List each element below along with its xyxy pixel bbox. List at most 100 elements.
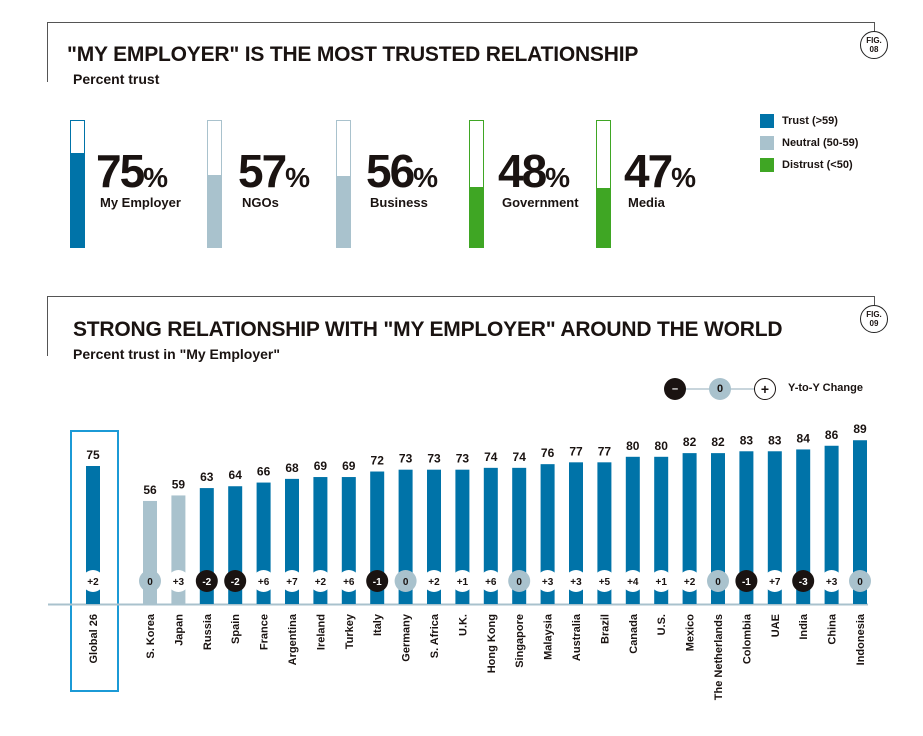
legend-label: Trust (>59) [782, 115, 838, 127]
gauge-value: 47% [624, 148, 696, 201]
fig09-badge: FIG. 09 [860, 305, 888, 333]
gauge-value-number: 57 [238, 145, 287, 197]
bar-value-label: 73 [399, 452, 413, 466]
bar-china [824, 445, 839, 604]
gauge-value-number: 47 [624, 145, 673, 197]
bar-brazil [597, 462, 612, 604]
yty-change-value: +2 [428, 577, 440, 588]
category-label: The Netherlands [713, 614, 725, 700]
fig08-title: "MY EMPLOYER" IS THE MOST TRUSTED RELATI… [67, 43, 639, 66]
bar-value-label: 80 [626, 439, 640, 453]
bar-value-label: 89 [853, 422, 867, 436]
category-label: Singapore [514, 614, 526, 668]
bar-value-label: 59 [172, 477, 186, 491]
yty-change-badge [536, 570, 559, 592]
legend-item-distrust: Distrust (<50) [760, 158, 853, 172]
fig09-frame-right [874, 296, 875, 306]
yty-change-value: -2 [231, 577, 240, 588]
fig08-frame-top [47, 22, 875, 23]
legend-label: Neutral (50-59) [782, 137, 859, 149]
yty-change-value: +3 [173, 577, 185, 588]
yty-change-badge [167, 570, 190, 592]
legend-swatch [760, 136, 774, 150]
category-label: China [827, 613, 839, 644]
legend-item-neutral: Neutral (50-59) [760, 136, 858, 150]
category-label: Indonesia [855, 613, 867, 665]
yty-change-badge [337, 570, 360, 592]
yty-change-value: -2 [202, 577, 211, 588]
category-label: Ireland [315, 614, 327, 650]
gauge-my-employer [70, 120, 85, 248]
yty-change-badge [423, 570, 445, 592]
yty-change-badge [139, 570, 161, 592]
fig09-frame-top [47, 296, 855, 297]
bar-value-label: 82 [711, 435, 725, 449]
category-label: S. Korea [145, 613, 157, 659]
category-label: Japan [173, 614, 185, 646]
category-label: Turkey [344, 613, 356, 649]
fig09-badge-label: FIG. [866, 310, 882, 319]
yty-change-badge [849, 570, 871, 592]
yty-zero-icon: 0 [709, 378, 731, 400]
bar-value-label: 72 [371, 454, 385, 468]
yty-change-value: +4 [627, 577, 639, 588]
gauge-value-number: 75 [96, 145, 145, 197]
yty-change-badge [593, 570, 616, 592]
fig09-title: STRONG RELATIONSHIP WITH "MY EMPLOYER" A… [73, 318, 783, 341]
bar-value-label: 73 [427, 452, 441, 466]
gauge-label: Business [370, 195, 428, 210]
bar-value-label: 69 [314, 459, 328, 473]
gauge-value: 56% [366, 148, 438, 201]
fig08-subtitle: Percent trust [73, 71, 160, 87]
yty-change-badge [621, 570, 644, 592]
gauge-fill [337, 176, 350, 247]
fig08-frame-right [874, 22, 875, 32]
category-label: Spain [230, 614, 242, 644]
yty-change-badge [820, 570, 843, 592]
bar-value-label: 77 [569, 444, 583, 458]
yty-change-badge [281, 570, 303, 592]
fig09-frame-left [47, 296, 48, 356]
bar-value-label: 86 [825, 428, 839, 442]
yty-change-value: +2 [87, 577, 99, 588]
gauge-value-percent: % [413, 162, 439, 193]
gauge-value: 48% [498, 148, 570, 201]
yty-minus-icon: – [664, 378, 686, 400]
category-label: UAE [770, 614, 782, 637]
yty-change-badge [394, 570, 417, 592]
bar-value-label: 82 [683, 435, 697, 449]
yty-change-value: -3 [799, 577, 808, 588]
gauge-fill [597, 187, 610, 247]
yty-change-badge [195, 570, 218, 592]
yty-change-value: +3 [826, 577, 838, 588]
yty-change-badge [479, 570, 502, 592]
legend-item-trust: Trust (>59) [760, 114, 838, 128]
yty-change-badge [707, 570, 729, 592]
fig08-badge-label: FIG. [866, 36, 882, 45]
bar-value-label: 80 [655, 439, 669, 453]
yty-change-badge [792, 570, 815, 592]
gauge-value-percent: % [671, 162, 697, 193]
gauge-label: Government [502, 195, 579, 210]
bar-value-label: 76 [541, 446, 555, 460]
yty-change-value: +7 [769, 577, 781, 588]
yty-change-badge [366, 570, 389, 592]
gauge-value: 75% [96, 148, 168, 201]
category-label: Germany [401, 613, 413, 662]
yty-change-value: +3 [570, 577, 582, 588]
yty-change-badge [224, 570, 247, 592]
bar-s-africa [427, 469, 441, 604]
bar-uae [767, 451, 782, 604]
gauge-ngos [207, 120, 222, 248]
global-highlight-box [70, 430, 119, 692]
category-label: Hong Kong [486, 614, 498, 673]
fig08-frame-left [47, 22, 48, 82]
yty-change-value: +6 [485, 577, 497, 588]
gauge-value: 57% [238, 148, 310, 201]
bar-value-label: 64 [229, 468, 243, 482]
bar-value-label: 69 [342, 459, 356, 473]
category-label: Canada [628, 613, 640, 654]
category-label: Brazil [599, 614, 611, 644]
bar-value-label: 63 [200, 470, 214, 484]
